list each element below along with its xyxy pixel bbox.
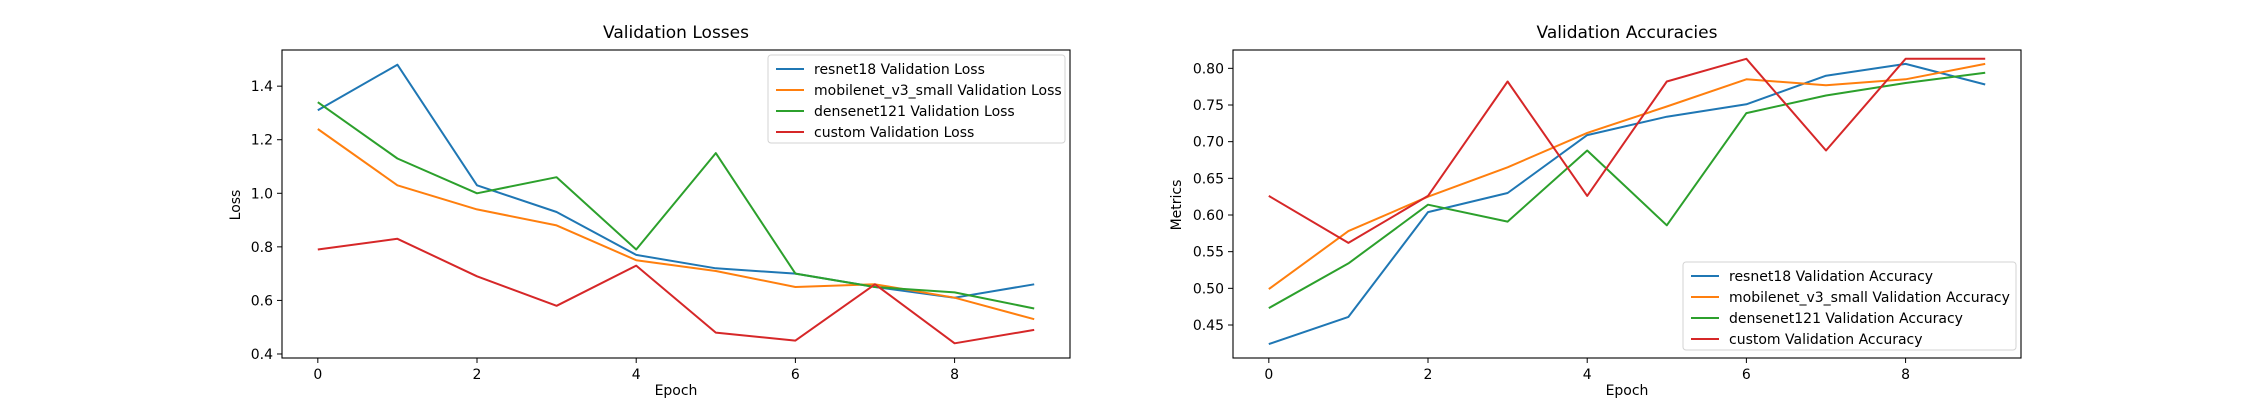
- y-tick-label: 1.2: [251, 133, 273, 149]
- y-tick-label: 0.4: [251, 347, 273, 363]
- x-tick-label: 6: [791, 367, 800, 383]
- x-tick-label: 0: [1264, 367, 1273, 383]
- series-line: [1268, 71, 1986, 309]
- legend-label: resnet18 Validation Loss: [814, 62, 985, 78]
- y-tick-label: 0.65: [1193, 171, 1224, 187]
- y-tick-label: 0.70: [1193, 135, 1224, 151]
- series-line: [317, 128, 1035, 321]
- legend-label: densenet121 Validation Accuracy: [1729, 311, 1963, 327]
- chart-title: Validation Accuracies: [1537, 23, 1718, 43]
- x-axis-label: Epoch: [1606, 383, 1649, 399]
- y-tick-label: 0.75: [1193, 98, 1224, 114]
- legend-label: densenet121 Validation Loss: [814, 104, 1015, 120]
- y-ticks: 0.4 0.6 0.8 1.0 1.2 1.4: [251, 79, 282, 363]
- x-ticks: 0 2 4 6 8: [1264, 358, 1910, 383]
- series-layer: [1268, 57, 1986, 346]
- x-tick-label: 8: [1901, 367, 1910, 383]
- y-tick-label: 0.8: [251, 240, 273, 256]
- x-tick-label: 4: [632, 367, 641, 383]
- y-axis-label: Metrics: [1169, 180, 1185, 231]
- x-tick-label: 2: [1424, 367, 1433, 383]
- y-tick-label: 0.45: [1193, 318, 1224, 334]
- legend-box: [1682, 261, 2017, 351]
- series-line: [1268, 62, 1986, 346]
- x-tick-label: 2: [473, 367, 482, 383]
- legend-label: mobilenet_v3_small Validation Accuracy: [1729, 290, 2010, 306]
- legend-box: [767, 54, 1066, 144]
- chart-title: Validation Losses: [603, 23, 749, 43]
- y-tick-label: 0.80: [1193, 61, 1224, 77]
- x-tick-label: 8: [950, 367, 959, 383]
- y-tick-label: 0.55: [1193, 245, 1224, 261]
- series-layer: [317, 63, 1035, 345]
- y-tick-label: 0.60: [1193, 208, 1224, 224]
- series-line: [317, 101, 1035, 310]
- legend: resnet18 Validation Accuracy mobilenet_v3…: [1682, 261, 2017, 351]
- y-axis-label: Loss: [228, 190, 244, 221]
- legend: resnet18 Validation Loss mobilenet_v3_sma…: [767, 54, 1066, 144]
- x-tick-label: 0: [313, 367, 322, 383]
- y-ticks: 0.45 0.50 0.55 0.60 0.65 0.70 0.75 0.80: [1193, 61, 1233, 334]
- y-tick-label: 0.50: [1193, 281, 1224, 297]
- series-line: [317, 63, 1035, 299]
- series-line: [1268, 57, 1986, 244]
- legend-label: resnet18 Validation Accuracy: [1729, 269, 1933, 285]
- plot-frame: [1232, 49, 2022, 359]
- y-tick-label: 1.4: [251, 79, 273, 95]
- series-line: [317, 237, 1035, 345]
- legend-label: custom Validation Loss: [814, 125, 974, 141]
- legend-label: mobilenet_v3_small Validation Loss: [814, 83, 1062, 99]
- y-tick-label: 1.0: [251, 186, 273, 202]
- x-ticks: 0 2 4 6 8: [313, 358, 959, 383]
- validation-accuracies-chart: Validation Accuracies Epoch Metrics 0 2 4 6…: [1169, 23, 2022, 399]
- plot-frame: [281, 49, 1071, 359]
- y-tick-label: 0.6: [251, 293, 273, 309]
- series-line: [1268, 62, 1986, 290]
- x-tick-label: 6: [1742, 367, 1751, 383]
- x-tick-label: 4: [1583, 367, 1592, 383]
- legend-label: custom Validation Accuracy: [1729, 332, 1923, 348]
- x-axis-label: Epoch: [655, 383, 698, 399]
